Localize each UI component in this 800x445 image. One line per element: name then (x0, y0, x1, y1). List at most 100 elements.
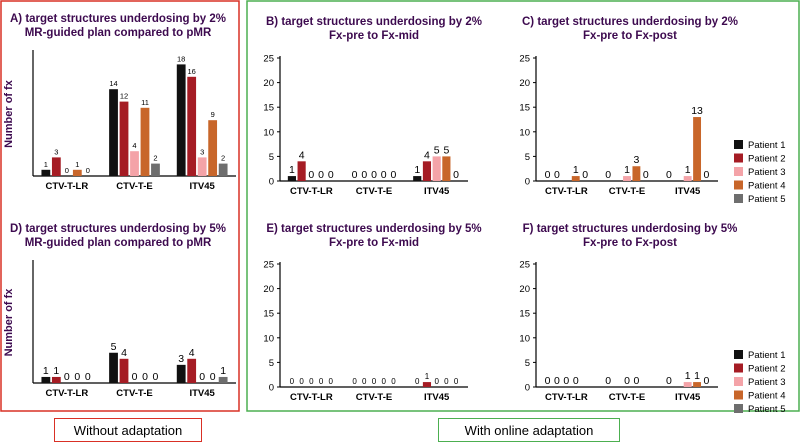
legend-swatch (734, 363, 743, 373)
legend-2: Patient 1 Patient 2 Patient 3 Patient 4 Pati… (734, 350, 786, 415)
bar-F-ITV45-p3 (683, 382, 692, 387)
panel-B: B) target structures underdosing by 2% Fx… (263, 16, 482, 197)
data-label: 0 (210, 371, 216, 383)
data-label: 3 (178, 353, 184, 365)
data-label: 1 (44, 160, 48, 169)
legend-swatch (734, 404, 743, 413)
bar-D-ITV45-p2 (187, 358, 197, 383)
x-tick-label: ITV45 (675, 392, 701, 403)
data-label: 1 (43, 365, 49, 377)
data-label: 0 (309, 377, 314, 386)
caption-with-online-adaptation: With online adaptation (438, 418, 620, 442)
legend-swatch (734, 194, 743, 203)
chart-title: C) target structures underdosing by 2% (522, 16, 738, 28)
data-label: 0 (362, 377, 367, 386)
y-axis-label: Number of fx (3, 79, 15, 148)
legend-label: Patient 5 (748, 194, 786, 205)
legend-label: Patient 4 (748, 391, 786, 402)
data-label: 1 (289, 164, 295, 176)
data-label: 1 (414, 164, 420, 176)
data-label: 5 (111, 341, 117, 353)
x-tick-label: CTV-T-E (116, 181, 152, 192)
x-tick-label: ITV45 (424, 186, 450, 197)
bar-A-CTV-T-E-p3 (130, 151, 139, 176)
chart-title: D) target structures underdosing by 5% (10, 223, 226, 235)
data-label: 4 (121, 347, 127, 359)
panel-E: E) target structures underdosing by 5% Fx… (263, 223, 481, 403)
data-label: 1 (573, 164, 579, 176)
data-label: 0 (65, 166, 69, 175)
legend-swatch (734, 153, 743, 163)
data-label: 0 (361, 169, 367, 181)
data-label: 0 (319, 377, 324, 386)
data-label: 0 (391, 169, 397, 181)
chart-subtitle: Fx-pre to Fx-post (583, 30, 677, 42)
data-label: 1 (220, 365, 226, 377)
chart-subtitle: MR-guided plan compared to pMR (25, 27, 212, 39)
y-tick-label: 20 (263, 284, 274, 295)
data-label: 0 (554, 169, 560, 181)
y-tick-label: 15 (519, 309, 530, 320)
x-tick-label: CTV-T-LR (545, 186, 588, 197)
chart-subtitle: MR-guided plan compared to pMR (25, 237, 212, 249)
bar-B-ITV45-p1 (413, 176, 422, 181)
data-label: 0 (605, 375, 611, 387)
bar-B-ITV45-p2 (422, 161, 432, 181)
y-tick-label: 25 (519, 260, 530, 271)
y-tick-label: 15 (263, 103, 274, 114)
panel-A: A) target structures underdosing by 2% MR… (3, 13, 236, 192)
legend-swatch (734, 140, 743, 149)
chart-title: E) target structures underdosing by 5% (266, 223, 481, 235)
data-label: 0 (85, 371, 91, 383)
data-label: 0 (624, 375, 630, 387)
bar-A-ITV45-p1 (176, 64, 186, 176)
data-label: 0 (371, 169, 377, 181)
legend-label: Patient 2 (748, 154, 786, 165)
y-tick-label: 5 (269, 152, 274, 163)
data-label: 1 (53, 365, 59, 377)
legend-swatch (734, 390, 743, 400)
chart-subtitle: Fx-pre to Fx-mid (329, 30, 419, 42)
y-tick-label: 0 (269, 177, 274, 188)
bar-E-ITV45-p2 (422, 382, 432, 387)
data-label: 0 (454, 377, 459, 386)
legend-label: Patient 5 (748, 404, 786, 415)
x-tick-label: ITV45 (189, 181, 215, 192)
data-label: 0 (290, 377, 295, 386)
bar-A-CTV-T-E-p1 (109, 89, 118, 176)
data-label: 1 (75, 160, 79, 169)
data-label: 0 (74, 371, 80, 383)
legends: Patient 1 Patient 2 Patient 3 Patient 4 Pati… (734, 140, 786, 415)
chart-title: F) target structures underdosing by 5% (523, 223, 738, 235)
x-tick-label: CTV-T-E (609, 186, 645, 197)
data-label: 0 (444, 377, 449, 386)
y-tick-label: 15 (519, 103, 530, 114)
data-label: 2 (221, 154, 225, 163)
x-tick-label: CTV-T-E (116, 388, 152, 399)
data-label: 0 (415, 377, 420, 386)
data-label: 0 (704, 169, 710, 181)
bar-A-CTV-T-LR-p4 (72, 169, 82, 176)
data-label: 0 (328, 169, 334, 181)
legend-label: Patient 1 (748, 350, 786, 361)
bar-A-CTV-T-LR-p1 (41, 169, 51, 176)
y-tick-label: 10 (263, 127, 274, 138)
data-label: 1 (624, 164, 630, 176)
data-label: 0 (372, 377, 377, 386)
y-tick-label: 20 (519, 284, 530, 295)
data-label: 0 (329, 377, 334, 386)
data-label: 0 (299, 377, 304, 386)
data-label: 1 (685, 370, 691, 382)
x-tick-label: CTV-T-E (356, 392, 392, 403)
data-label: 14 (109, 79, 117, 88)
bar-B-CTV-T-LR-p2 (297, 161, 306, 181)
data-label: 0 (153, 371, 159, 383)
x-tick-label: CTV-T-LR (45, 181, 88, 192)
chart-title: B) target structures underdosing by 2% (266, 16, 482, 28)
data-label: 0 (434, 377, 439, 386)
y-tick-label: 20 (519, 78, 530, 89)
y-tick-label: 20 (263, 78, 274, 89)
data-label: 0 (582, 169, 588, 181)
x-tick-label: CTV-T-E (609, 392, 645, 403)
